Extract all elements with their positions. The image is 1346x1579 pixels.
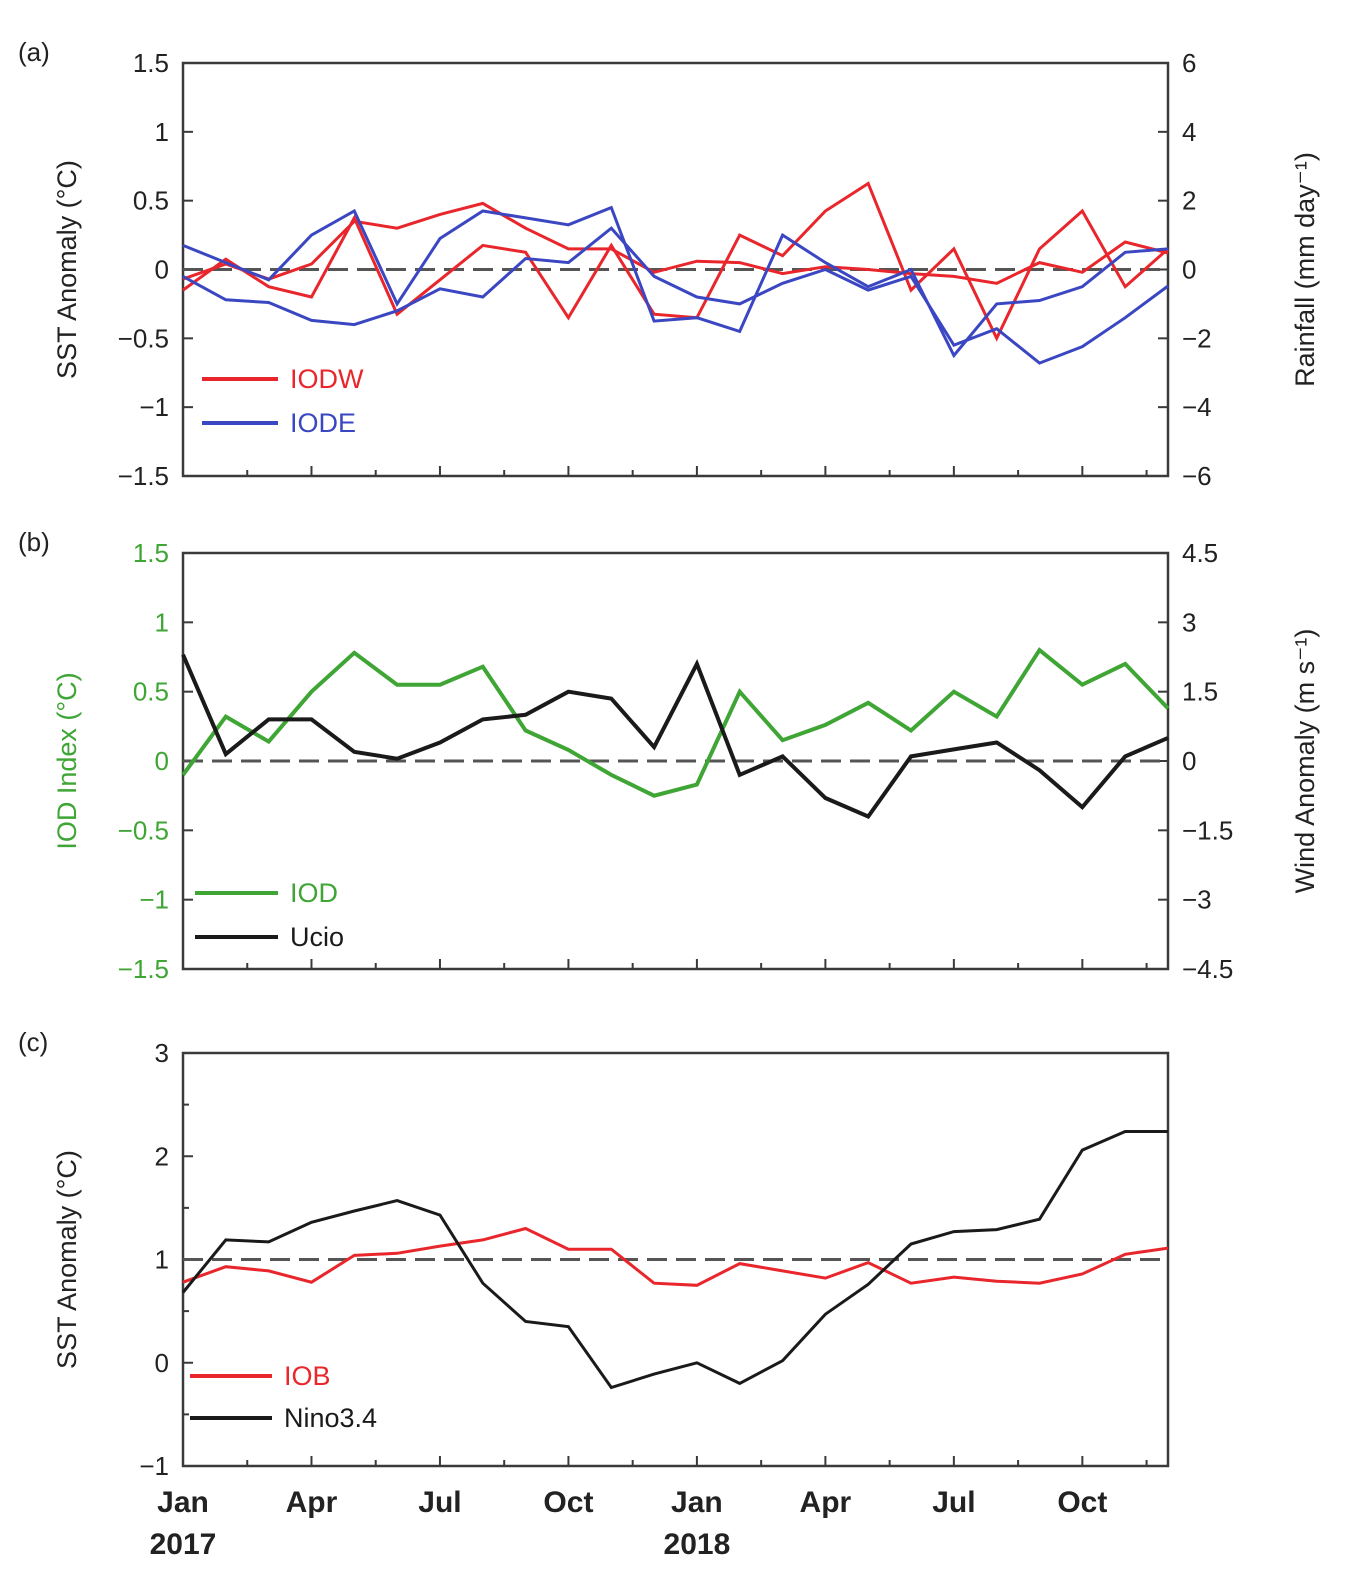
y2-tick-label: −4.5 [1182,954,1233,984]
x-tick-label: Oct [543,1486,593,1519]
y2-tick-label: −3 [1182,885,1212,915]
series-line-iodw [182,201,1169,285]
y-tick-label: 1 [155,607,169,637]
y-tick-label: −1 [139,1451,169,1481]
y2-tick-label: 0 [1182,255,1196,285]
y2-tick-label: −2 [1182,323,1212,353]
y-tick-label: −1 [139,392,169,422]
y-tick-label: 1.5 [133,48,169,78]
legend-label: IODW [290,364,364,394]
y2-tick-label: −1.5 [1182,815,1233,845]
y2-tick-label: 0 [1182,746,1196,776]
x-tick-label: Jan [157,1486,209,1519]
y2-tick-label: 3 [1182,607,1196,637]
x-tick-label: Jul [418,1486,461,1519]
panel-c: (c) −1 0 1 2 3 SST Anomaly (°C) IOB Nino3.4 [18,1027,1170,1481]
series-line-ucio [181,653,1169,819]
legend-label: Ucio [290,922,344,952]
y-tick-label: −1 [139,885,169,915]
series-line-iob [182,1226,1169,1287]
y2-tick-label: 6 [1182,48,1196,78]
y-axis-title: IOD Index (°C) [52,672,82,849]
x-tick-label: Apr [800,1486,852,1519]
y-tick-label: 1.5 [133,538,169,568]
series-line-iode [182,226,1169,365]
time-axis: Jan Apr Jul Oct Jan Apr Jul Oct 2017 2018 [150,1486,1108,1561]
legend-label: Nino3.4 [284,1403,377,1433]
y-tick-label: 0.5 [133,186,169,216]
y2-axis-title: Wind Anomaly (m s⁻¹) [1290,629,1320,894]
legend-label: IOD [290,878,338,908]
legend-label: IODE [290,408,356,438]
legend-label: IOB [284,1361,331,1391]
y-tick-label: 3 [155,1038,169,1068]
x-tick-label: Jan [671,1486,723,1519]
panel-label: (b) [18,527,50,557]
y-tick-label: −1.5 [118,954,169,984]
y-tick-label: 0.5 [133,677,169,707]
y2-tick-label: −4 [1182,392,1212,422]
panel-a: (a) −1.5 −1 −0.5 0 0.5 1 1.5 −6 −4 −2 0 2 4 6 SST Anoma… [18,37,1320,491]
year-label: 2017 [150,1528,217,1561]
panel-label: (a) [18,37,50,67]
y2-tick-label: −6 [1182,461,1212,491]
y2-tick-label: 4.5 [1182,538,1218,568]
y2-tick-label: 2 [1182,186,1196,216]
year-label: 2018 [664,1528,731,1561]
y-axis-title: SST Anomaly (°C) [52,1150,82,1369]
y-tick-label: −0.5 [118,323,169,353]
y-axis-title: SST Anomaly (°C) [52,160,82,379]
y-tick-label: −1.5 [118,461,169,491]
x-tick-label: Apr [286,1486,338,1519]
series-line-iode [182,205,1169,359]
series-line-iod [181,647,1170,798]
y-tick-label: 0 [155,746,169,776]
panel-label: (c) [18,1027,48,1057]
panel-b: (b) −1.5 −1 −0.5 0 0.5 1 1.5 −4.5 −3 −1.5 0 1.5 3 4.5 I… [18,527,1320,984]
y2-axis-title: Rainfall (mm day⁻¹) [1290,152,1320,387]
series-line-iodw [182,181,1169,342]
x-tick-label: Jul [932,1486,975,1519]
y-tick-label: 0 [155,255,169,285]
y2-tick-label: 1.5 [1182,677,1218,707]
y-tick-label: −0.5 [118,815,169,845]
x-tick-label: Oct [1057,1486,1107,1519]
series-line-nino3-4 [181,1130,1168,1390]
y-tick-label: 2 [155,1141,169,1171]
y-tick-label: 1 [155,1245,169,1275]
y-tick-label: 0 [155,1348,169,1378]
y2-tick-label: 4 [1182,117,1196,147]
y-tick-label: 1 [155,117,169,147]
